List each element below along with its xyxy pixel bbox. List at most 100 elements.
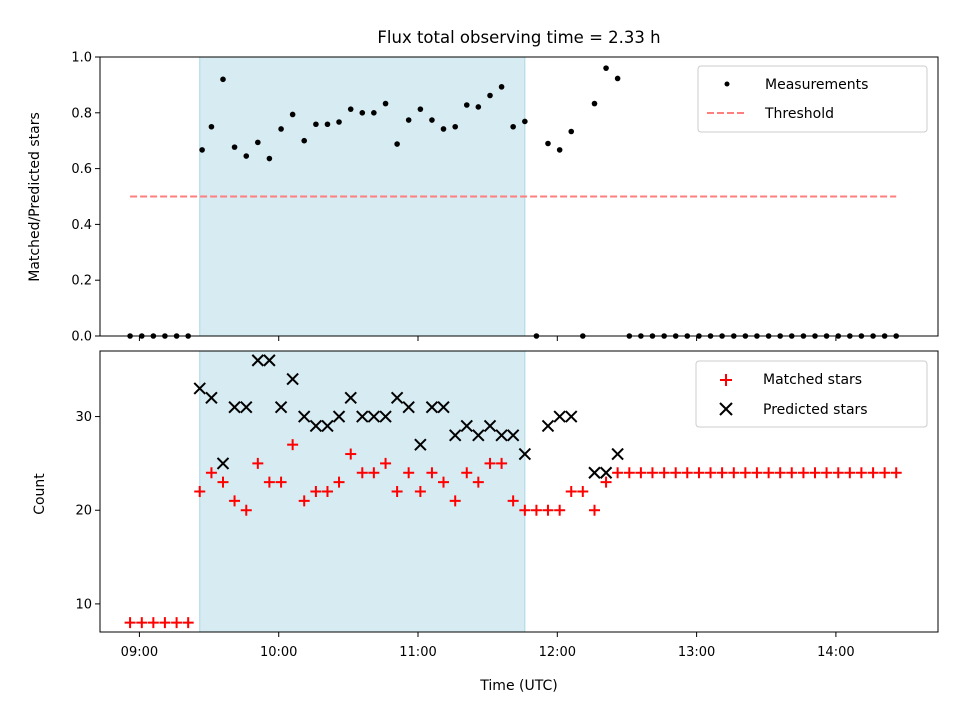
matched-star-point bbox=[124, 617, 136, 629]
matched-star-point bbox=[832, 467, 844, 479]
matched-star-point bbox=[438, 476, 450, 488]
predicted-star-point bbox=[460, 419, 473, 433]
matched-star-point bbox=[821, 467, 833, 479]
predicted-star-point bbox=[309, 419, 323, 433]
measurement-point bbox=[498, 84, 505, 90]
matched-star-point bbox=[252, 457, 264, 469]
predicted-star-point bbox=[228, 400, 241, 414]
matched-star-point bbox=[670, 467, 682, 479]
predicted-star-point bbox=[495, 429, 508, 442]
top-ytick-label: 1.0 bbox=[71, 51, 92, 66]
matched-star-point bbox=[182, 617, 194, 629]
matched-star-point bbox=[577, 486, 589, 497]
predicted-star-point bbox=[240, 400, 253, 414]
predicted-star-point bbox=[356, 410, 369, 423]
matched-star-point bbox=[426, 467, 438, 479]
matched-star-point bbox=[263, 476, 275, 488]
measurement-point bbox=[405, 117, 412, 123]
matched-star-point bbox=[751, 467, 763, 479]
matched-star-point bbox=[739, 467, 751, 479]
matched-star-point bbox=[809, 467, 821, 479]
predicted-star-point bbox=[425, 400, 439, 414]
measurement-point bbox=[208, 123, 215, 130]
matched-star-point bbox=[565, 486, 577, 497]
top-y-axis-label: Matched/Predicted stars bbox=[27, 112, 43, 282]
x-axis-label: Time (UTC) bbox=[479, 678, 557, 694]
predicted-star-point bbox=[193, 382, 206, 395]
predicted-star-point bbox=[483, 419, 497, 433]
measurement-point bbox=[556, 147, 563, 153]
chart-title: Flux total observing time = 2.33 h bbox=[377, 28, 660, 47]
matched-star-point bbox=[298, 495, 310, 507]
predicted-star-point bbox=[553, 410, 566, 423]
matched-star-point bbox=[310, 486, 322, 497]
matched-star-point bbox=[496, 457, 508, 469]
bottom-legend-box bbox=[695, 360, 928, 428]
matched-star-point bbox=[786, 467, 798, 479]
measurement-point bbox=[463, 102, 470, 108]
matched-star-point bbox=[658, 467, 670, 479]
xtick-label: 09:00 bbox=[121, 645, 158, 660]
top-ytick-label: 0.6 bbox=[71, 162, 92, 177]
predicted-star-point bbox=[205, 391, 218, 405]
matched-star-point bbox=[240, 504, 252, 516]
matched-star-point bbox=[461, 467, 473, 479]
matched-star-point bbox=[205, 467, 217, 479]
matched-star-point bbox=[763, 467, 775, 479]
predicted-star-point bbox=[332, 410, 346, 423]
matched-star-point bbox=[449, 495, 461, 507]
bottom-y-axis-label: Count bbox=[32, 473, 48, 515]
predicted-star-point bbox=[472, 429, 485, 442]
matched-star-point bbox=[635, 467, 647, 479]
matched-star-point bbox=[414, 486, 426, 497]
matched-star-point bbox=[623, 467, 635, 479]
matched-star-point bbox=[890, 467, 902, 479]
matched-star-point bbox=[403, 467, 415, 479]
matched-star-point bbox=[194, 486, 206, 497]
top-legend-box bbox=[697, 65, 928, 133]
bot-ytick-label: 30 bbox=[75, 410, 92, 425]
matched-star-point bbox=[519, 504, 531, 516]
predicted-star-point bbox=[274, 400, 288, 414]
matched-star-point bbox=[368, 467, 380, 479]
top-plot-frame bbox=[99, 56, 939, 337]
top-ytick-label: 0.8 bbox=[71, 106, 92, 121]
matched-star-point bbox=[159, 617, 171, 629]
matched-star-point bbox=[275, 476, 287, 488]
matched-star-point bbox=[507, 495, 519, 507]
xtick-label: 14:00 bbox=[817, 645, 854, 660]
predicted-star-point bbox=[286, 372, 299, 386]
measurement-point bbox=[603, 65, 609, 71]
matched-star-point bbox=[612, 467, 624, 479]
predicted-star-point bbox=[367, 410, 381, 423]
matched-star-point bbox=[356, 467, 368, 479]
predicted-star-point bbox=[588, 466, 601, 479]
predicted-star-point bbox=[565, 410, 578, 423]
measurement-point bbox=[243, 153, 250, 159]
matched-star-point bbox=[879, 467, 891, 479]
matched-star-point bbox=[217, 476, 229, 488]
measurement-point bbox=[568, 128, 575, 135]
matched-star-point bbox=[321, 486, 333, 497]
matched-star-point bbox=[646, 467, 658, 479]
measurement-point bbox=[394, 141, 400, 147]
matched-star-point bbox=[380, 457, 392, 469]
predicted-star-point bbox=[216, 457, 230, 470]
measurement-point bbox=[475, 104, 482, 110]
matched-star-point bbox=[588, 504, 600, 516]
bot-ytick-label: 20 bbox=[75, 504, 92, 519]
measurement-point bbox=[278, 126, 284, 132]
top-ytick-label: 0.4 bbox=[71, 218, 92, 233]
predicted-star-point bbox=[263, 354, 276, 367]
matched-star-point bbox=[728, 467, 740, 479]
matched-star-point bbox=[229, 495, 241, 507]
measurement-point bbox=[545, 140, 551, 147]
legend-predicted-marker bbox=[719, 402, 733, 416]
predicted-star-point bbox=[321, 419, 334, 433]
matched-star-point bbox=[171, 617, 183, 629]
measurement-point bbox=[255, 139, 261, 146]
predicted-star-point bbox=[437, 400, 450, 414]
measurement-point bbox=[359, 110, 366, 116]
measurement-point bbox=[452, 123, 459, 130]
